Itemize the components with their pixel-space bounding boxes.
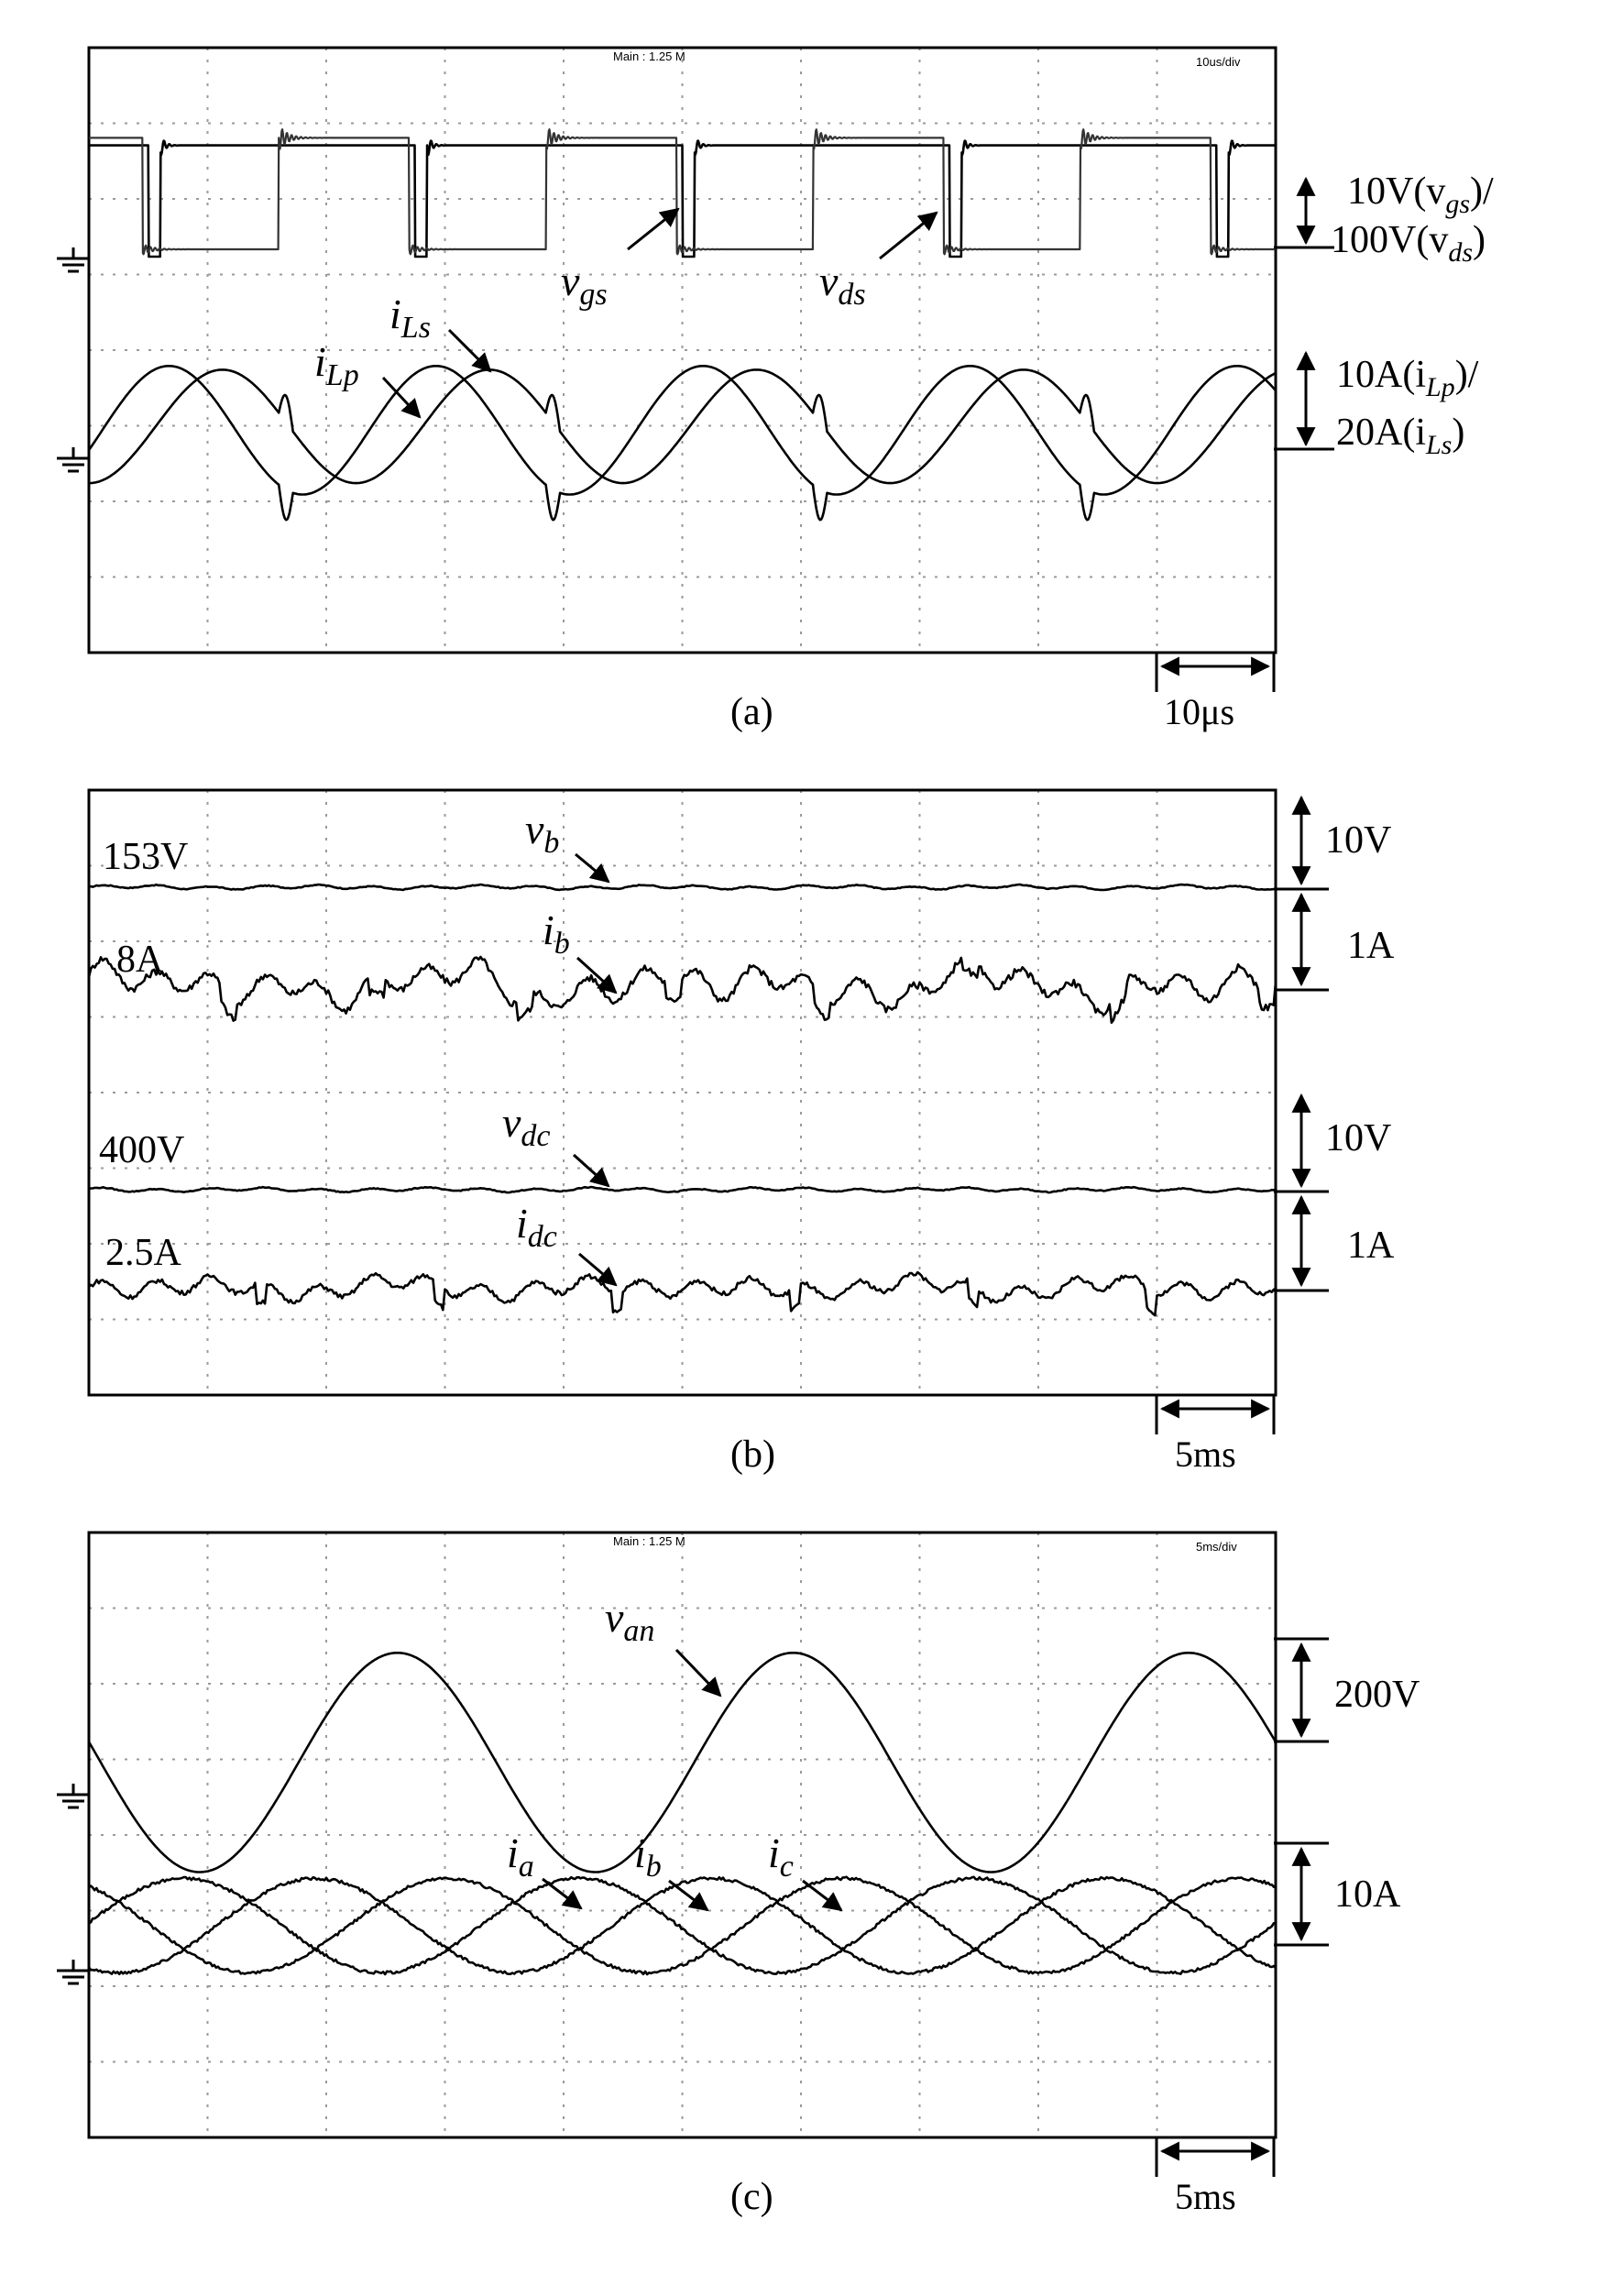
header-center-a: Main : 1.25 M: [613, 49, 685, 63]
label-idc: idc: [516, 1200, 557, 1254]
dc-label-vdc: 400V: [99, 1129, 184, 1171]
dc-label-ib: 8A: [116, 939, 164, 981]
scale-label-a1-top: 10V(vgs)/: [1347, 170, 1494, 219]
scope-frame-c: [87, 1531, 1278, 2139]
trace-ia: [88, 1875, 1277, 1976]
trace-vgs: [88, 139, 1277, 258]
dc-label-vb: 153V: [103, 836, 188, 878]
scale-label-idc: 1A: [1347, 1225, 1395, 1267]
label-iLp: iLp: [314, 338, 359, 392]
label-vdc: vdc: [502, 1099, 551, 1153]
header-center-c: Main : 1.25 M: [613, 1534, 685, 1548]
label-van: van: [605, 1594, 654, 1648]
trace-iLp: [89, 368, 1277, 485]
arrow-ic: [802, 1879, 843, 1912]
scale-label-200v: 200V: [1334, 1674, 1420, 1716]
trace-iLs: [87, 365, 1277, 522]
scale-label-ib: 1A: [1347, 925, 1395, 967]
scale-label-vb: 10V: [1325, 819, 1391, 862]
header-right-c: 5ms/div: [1196, 1540, 1237, 1554]
header-right-a: 10us/div: [1196, 55, 1241, 69]
trace-vds: [88, 128, 1277, 256]
ground-icon: [57, 1784, 90, 1809]
ground-icon: [57, 447, 90, 473]
time-scale-a: 10μs: [1164, 691, 1234, 732]
arrow-vb: [575, 852, 610, 884]
label-ic: ic: [768, 1829, 794, 1884]
arrow-vds: [879, 211, 938, 260]
time-scale-b: 5ms: [1175, 1434, 1236, 1475]
grid-b: [89, 790, 1276, 1395]
scope-frame-b: [87, 788, 1278, 1397]
grid-a: [89, 48, 1276, 653]
ground-icon: [57, 1960, 90, 1985]
panel-a: Main : 1.25 M 10us/div vgs vds iLp iLs: [57, 46, 1494, 733]
arrow-ib: [576, 956, 618, 994]
panel-b: 153V 8A 400V 2.5A vb ib vdc idc 10V 1A 1…: [87, 788, 1395, 1476]
caption-b: (b): [730, 1434, 775, 1476]
trace-van: [87, 1652, 1278, 1873]
label-ia: ia: [507, 1829, 534, 1884]
label-ib-c: ib: [634, 1829, 662, 1884]
caption-c: (c): [730, 2176, 773, 2218]
arrow-vdc: [572, 1153, 610, 1188]
label-vb: vb: [525, 806, 559, 860]
trace-vb: [88, 883, 1277, 892]
scale-label-a2-top: 10A(iLp)/: [1336, 354, 1479, 402]
traces-c: [87, 1652, 1278, 1976]
arrow-vgs: [627, 207, 680, 251]
dc-label-idc: 2.5A: [105, 1232, 182, 1274]
label-iLs: iLs: [389, 291, 431, 345]
traces-b: [87, 883, 1278, 1317]
label-vgs: vgs: [561, 258, 608, 312]
scale-label-10a: 10A: [1334, 1873, 1401, 1916]
arrow-iLs: [447, 328, 492, 373]
trace-idc: [88, 1270, 1277, 1317]
time-scale-c: 5ms: [1175, 2176, 1236, 2217]
scale-label-vdc: 10V: [1325, 1117, 1391, 1159]
arrow-ia: [542, 1877, 583, 1910]
arrow-idc: [578, 1252, 618, 1287]
arrow-van: [674, 1648, 722, 1697]
traces-a: [87, 128, 1277, 522]
label-vds: vds: [819, 258, 866, 312]
scale-label-a2-bottom: 20A(iLs): [1336, 412, 1464, 460]
arrow-iLp: [381, 376, 422, 419]
panel-c: Main : 1.25 M 5ms/div van ia ib ic 2: [57, 1531, 1420, 2218]
scope-frame-a: [87, 46, 1278, 654]
ground-icon: [57, 247, 90, 273]
grid-c: [89, 1532, 1276, 2137]
trace-ib: [87, 1875, 1277, 1976]
arrow-ib-c: [668, 1879, 709, 1912]
trace-ib: [87, 955, 1278, 1024]
label-ib: ib: [543, 906, 570, 961]
caption-a: (a): [730, 691, 773, 733]
scale-label-a1-bottom: 100V(vds): [1331, 219, 1486, 268]
trace-vdc: [88, 1185, 1277, 1194]
trace-ic: [88, 1875, 1277, 1976]
